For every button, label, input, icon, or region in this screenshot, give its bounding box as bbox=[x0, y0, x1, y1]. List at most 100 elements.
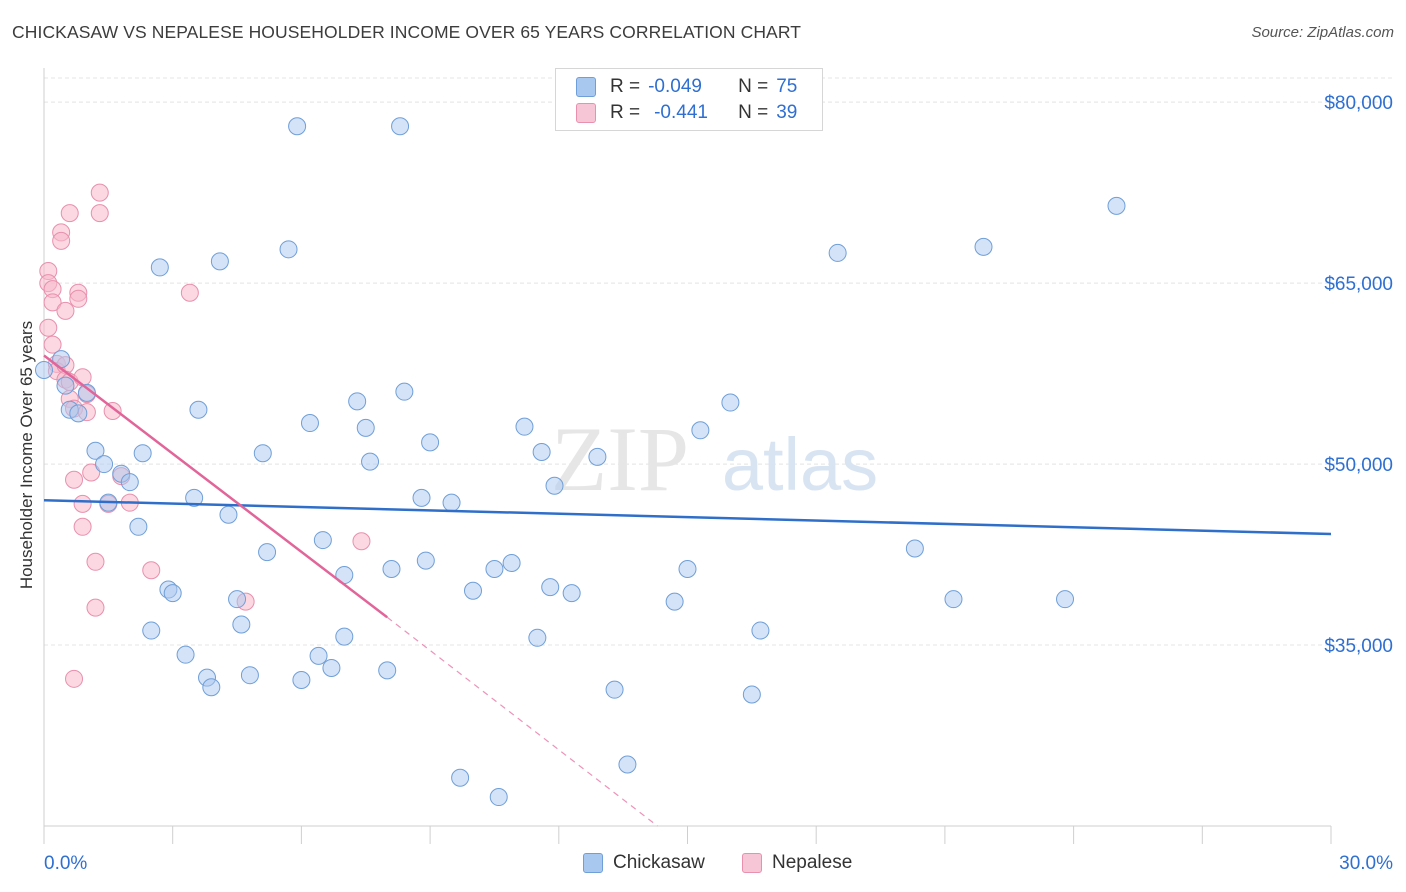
chickasaw-point bbox=[35, 360, 53, 379]
nepalese-point bbox=[352, 532, 371, 551]
chickasaw-point bbox=[253, 444, 272, 463]
chickasaw-point bbox=[335, 627, 354, 646]
chickasaw-point bbox=[292, 671, 311, 690]
chickasaw-point bbox=[421, 433, 440, 452]
x-tick-labels: 0.0% 30.0% bbox=[44, 853, 1393, 874]
nepalese-point bbox=[60, 204, 79, 223]
nepalese-point bbox=[65, 669, 84, 688]
nepalese-point bbox=[180, 283, 199, 302]
chickasaw-point bbox=[309, 646, 328, 665]
chickasaw-point bbox=[742, 685, 761, 704]
chickasaw-point bbox=[378, 661, 397, 680]
nepalese-point bbox=[65, 470, 84, 489]
chickasaw-point bbox=[133, 444, 152, 463]
nepalese-swatch bbox=[576, 103, 596, 123]
nepalese-point bbox=[56, 301, 75, 320]
chickasaw-point bbox=[751, 621, 770, 640]
nepalese-point bbox=[69, 289, 88, 308]
chickasaw-point bbox=[232, 615, 251, 634]
chickasaw-point bbox=[185, 488, 204, 507]
nepalese-point bbox=[52, 231, 71, 250]
nepalese-trend-extension bbox=[386, 616, 658, 827]
chickasaw-point bbox=[451, 768, 470, 787]
chickasaw-point bbox=[163, 584, 182, 603]
chickasaw-point bbox=[129, 517, 148, 536]
chickasaw-swatch bbox=[576, 77, 596, 97]
legend-label-nepalese: Nepalese bbox=[772, 852, 853, 873]
chickasaw-point bbox=[69, 404, 88, 423]
chickasaw-point bbox=[605, 680, 624, 699]
chickasaw-point bbox=[361, 452, 380, 471]
nepalese-point bbox=[39, 318, 58, 337]
legend-item-nepalese: Nepalese bbox=[742, 852, 852, 874]
axes bbox=[43, 68, 1332, 844]
r-value-chickasaw: -0.049 bbox=[648, 76, 702, 97]
chickasaw-legend-swatch bbox=[583, 853, 603, 873]
nepalese-point bbox=[103, 401, 122, 420]
chickasaw-point bbox=[442, 493, 461, 512]
chickasaw-point bbox=[176, 645, 195, 664]
trend-lines bbox=[43, 354, 1332, 827]
chickasaw-point bbox=[77, 383, 96, 402]
chickasaw-point bbox=[142, 621, 161, 640]
chickasaw-point bbox=[412, 488, 431, 507]
chickasaw-point bbox=[691, 421, 710, 440]
chickasaw-point bbox=[288, 117, 307, 136]
nepalese-points bbox=[39, 183, 371, 688]
n-value-chickasaw: 75 bbox=[776, 76, 798, 97]
chickasaw-point bbox=[219, 505, 238, 524]
chickasaw-point bbox=[95, 455, 114, 474]
legend-row-chickasaw: R = -0.049 N = 75 bbox=[576, 74, 797, 100]
chickasaw-point bbox=[228, 590, 247, 609]
chickasaw-point bbox=[464, 581, 482, 600]
chickasaw-point bbox=[356, 418, 375, 437]
stats-legend: R = -0.049 N = 75 R = -0.441 N = 39 bbox=[555, 68, 823, 131]
watermark-atlas: atlas bbox=[722, 423, 878, 506]
x-tick-label: 0.0% bbox=[44, 853, 87, 874]
nepalese-point bbox=[86, 552, 105, 571]
chickasaw-point bbox=[150, 258, 169, 277]
chickasaw-point bbox=[545, 476, 564, 495]
grid-lines bbox=[44, 77, 1392, 646]
legend-row-nepalese: R = -0.441 N = 39 bbox=[576, 100, 797, 126]
y-tick-label: $50,000 bbox=[1324, 455, 1393, 476]
chickasaw-point bbox=[202, 678, 221, 697]
y-tick-label: $35,000 bbox=[1324, 636, 1393, 657]
chickasaw-point bbox=[279, 240, 298, 259]
chickasaw-point bbox=[618, 755, 637, 774]
nepalese-point bbox=[90, 204, 109, 223]
chickasaw-point bbox=[258, 543, 277, 562]
chickasaw-point bbox=[665, 592, 684, 611]
chickasaw-points bbox=[35, 117, 1126, 807]
chickasaw-point bbox=[382, 560, 401, 579]
chickasaw-point bbox=[1056, 590, 1075, 609]
y-axis-label: Householder Income Over 65 years bbox=[17, 321, 36, 589]
nepalese-point bbox=[73, 368, 92, 387]
chickasaw-point bbox=[828, 243, 847, 262]
nepalese-legend-swatch bbox=[742, 853, 762, 873]
nepalese-point bbox=[82, 463, 101, 482]
chickasaw-point bbox=[395, 382, 414, 401]
chickasaw-point bbox=[485, 560, 504, 579]
nepalese-point bbox=[73, 494, 92, 513]
chickasaw-point bbox=[210, 252, 229, 271]
chickasaw-point bbox=[588, 447, 607, 466]
r-label: R = bbox=[610, 76, 641, 97]
legend-label-chickasaw: Chickasaw bbox=[613, 852, 705, 873]
chickasaw-point bbox=[905, 539, 924, 558]
chickasaw-point bbox=[391, 117, 410, 136]
legend-item-chickasaw: Chickasaw bbox=[583, 852, 705, 874]
chickasaw-point bbox=[532, 443, 551, 461]
chickasaw-point bbox=[974, 237, 993, 256]
watermark: ZIP atlas bbox=[551, 408, 878, 510]
chickasaw-point bbox=[348, 392, 367, 411]
chickasaw-point bbox=[721, 393, 740, 412]
nepalese-point bbox=[43, 293, 62, 312]
n-label: N = bbox=[738, 76, 769, 97]
y-tick-label: $65,000 bbox=[1324, 274, 1393, 295]
nepalese-point bbox=[142, 561, 161, 580]
chickasaw-point bbox=[86, 441, 105, 460]
nepalese-point bbox=[73, 517, 92, 536]
chickasaw-point bbox=[502, 553, 521, 572]
